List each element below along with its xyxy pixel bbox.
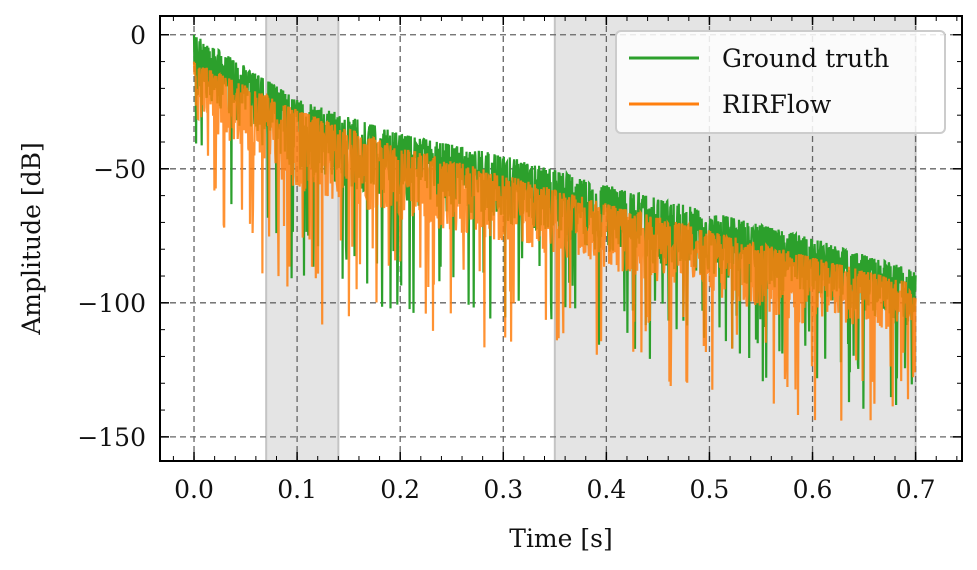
y-tick-label: 0 bbox=[130, 21, 146, 50]
y-tick-label: −50 bbox=[93, 155, 146, 184]
x-tick-label: 0.3 bbox=[483, 475, 523, 504]
x-tick-label: 0.0 bbox=[174, 475, 214, 504]
legend: Ground truth RIRFlow bbox=[615, 30, 946, 134]
x-tick-label: 0.4 bbox=[586, 475, 626, 504]
y-axis-label: Amplitude [dB] bbox=[17, 142, 46, 336]
legend-label-rirflow: RIRFlow bbox=[722, 90, 832, 119]
x-tick-label: 0.7 bbox=[896, 475, 936, 504]
legend-label-ground-truth: Ground truth bbox=[722, 44, 889, 73]
shaded-region-0 bbox=[265, 15, 340, 462]
series-layer bbox=[192, 34, 917, 421]
ticks bbox=[160, 16, 962, 461]
x-tick-label: 0.6 bbox=[793, 475, 833, 504]
x-tick-label: 0.2 bbox=[380, 475, 420, 504]
tick-labels: 0.0 0.1 0.2 0.3 0.4 0.5 0.6 0.7 0 −50 −100 −150 bbox=[77, 21, 935, 504]
plot-frame bbox=[159, 15, 963, 462]
x-tick-label: 0.1 bbox=[277, 475, 317, 504]
y-tick-label: −100 bbox=[77, 289, 146, 318]
y-tick-label: −150 bbox=[77, 423, 146, 452]
series-rirflow bbox=[192, 61, 917, 421]
x-axis-label: Time [s] bbox=[509, 524, 612, 553]
x-tick-label: 0.5 bbox=[690, 475, 730, 504]
